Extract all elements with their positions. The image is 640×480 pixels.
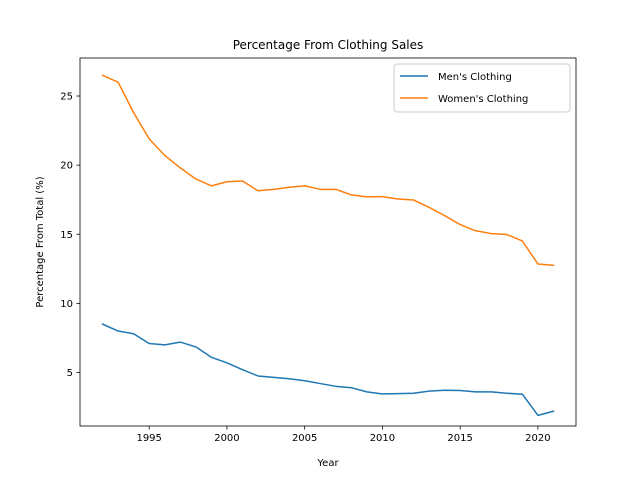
y-tick-label: 25	[60, 92, 73, 103]
x-tick-label: 2020	[525, 433, 550, 444]
plot-area: 1995 2000 2005 2010 2015 2020 5 10 15 20 25	[60, 57, 577, 444]
series-line-0	[101, 323, 555, 417]
y-tick-label: 20	[60, 161, 73, 172]
x-tick-label: 2005	[292, 433, 317, 444]
legend-label-1: Women's Clothing	[438, 94, 528, 105]
x-axis-label: Year	[316, 458, 339, 469]
legend: Men's Clothing Women's Clothing	[393, 63, 571, 113]
chart-title: Percentage From Clothing Sales	[233, 38, 424, 52]
x-tick-label: 2000	[214, 433, 239, 444]
y-tick-label: 5	[67, 368, 73, 379]
axes-frame	[79, 57, 577, 427]
x-tick-label: 1995	[136, 433, 161, 444]
y-tick-label: 15	[60, 230, 73, 241]
legend-label-0: Men's Clothing	[438, 72, 512, 83]
y-tick-label: 10	[60, 299, 73, 310]
y-axis-label: Percentage From Total (%)	[35, 176, 46, 307]
x-tick-label: 2015	[447, 433, 472, 444]
x-tick-label: 2010	[370, 433, 395, 444]
series-line-1	[101, 74, 555, 267]
legend-box	[393, 63, 571, 113]
